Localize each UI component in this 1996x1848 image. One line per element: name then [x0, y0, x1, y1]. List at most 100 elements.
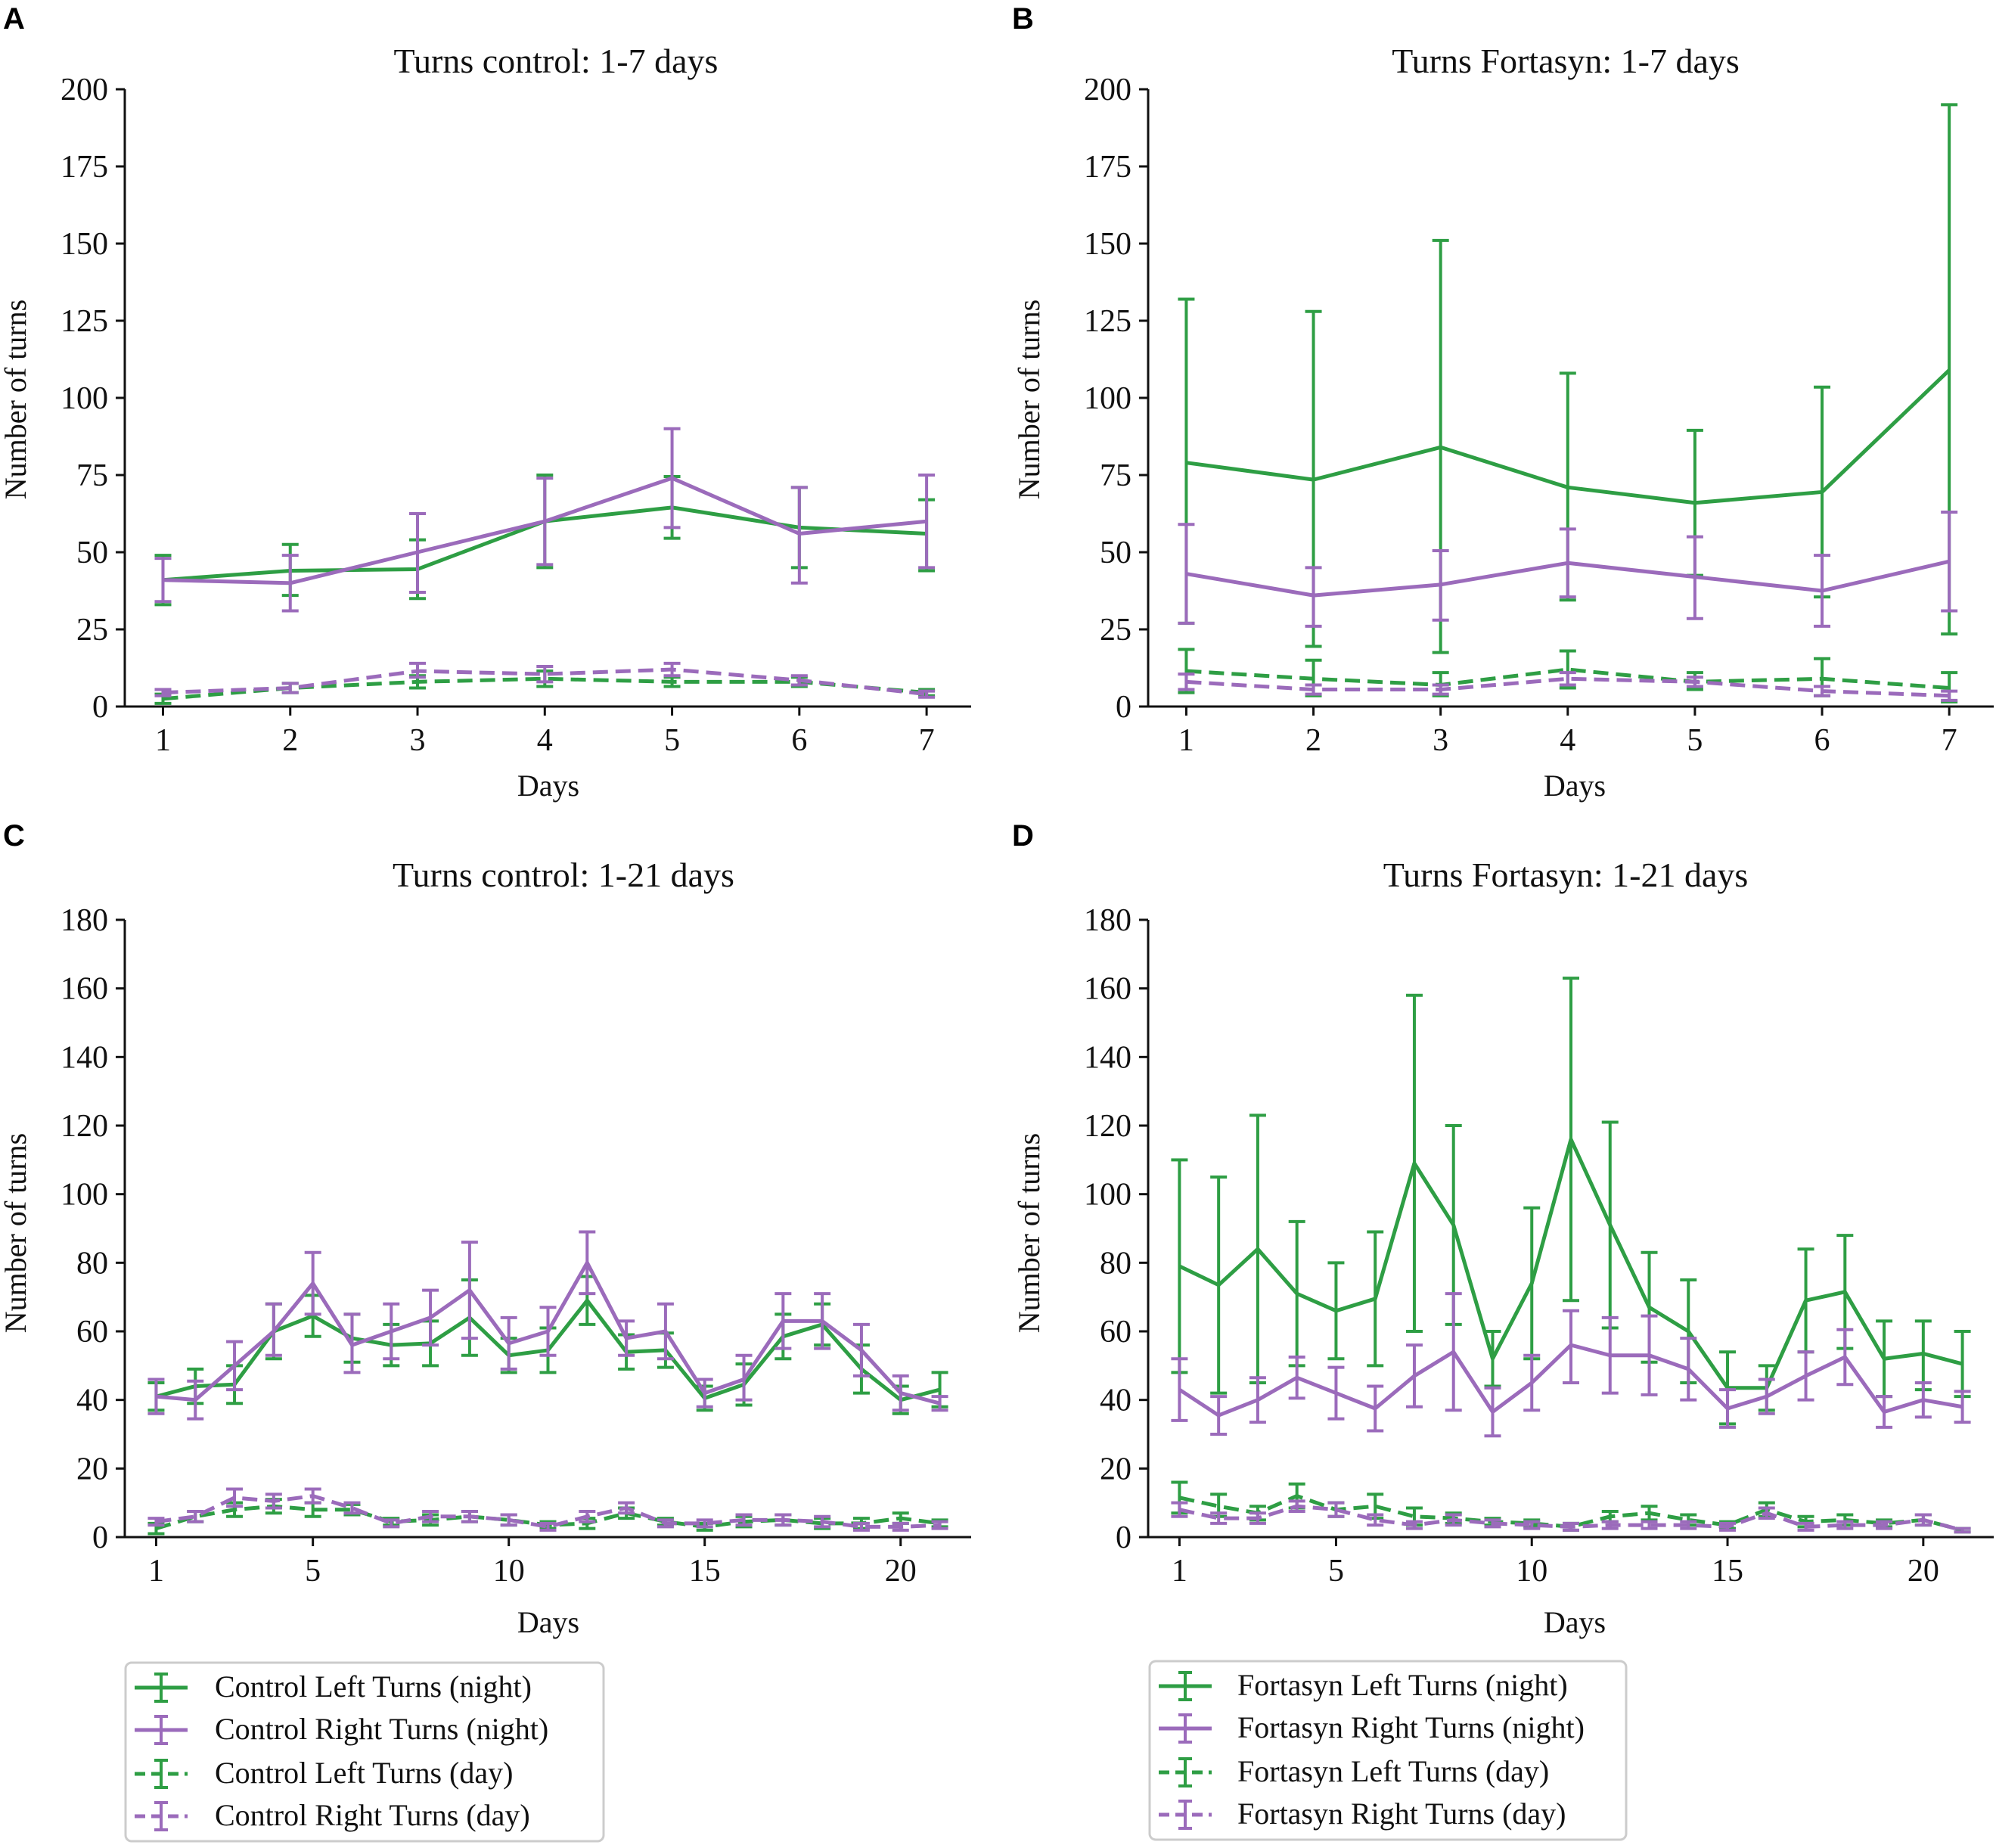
x-tick-label: 7 — [919, 723, 935, 758]
x-axis-label-a: Days — [517, 769, 579, 803]
y-tick-label: 125 — [1084, 304, 1131, 339]
panel-label-b: B — [1012, 2, 1034, 36]
chart-title-b: Turns Fortasyn: 1-7 days — [1392, 42, 1740, 80]
chart-title-d: Turns Fortasyn: 1-21 days — [1383, 856, 1749, 894]
x-axis-label-b: Days — [1544, 769, 1606, 803]
series-control-right-turns-day — [147, 1487, 948, 1532]
y-tick-label: 120 — [1084, 1109, 1131, 1144]
y-tick-label: 60 — [76, 1315, 108, 1350]
x-tick-label: 1 — [1172, 1554, 1187, 1589]
panel-a: A Turns control: 1-7 days 02550751001251… — [0, 2, 971, 803]
legend-entry-fortasyn-left-day: Fortasyn Left Turns (day) — [1237, 1754, 1549, 1788]
x-tick-label: 5 — [305, 1554, 321, 1589]
series-control-right-turns-day — [154, 661, 936, 699]
y-tick-label: 180 — [61, 903, 108, 938]
y-tick-label: 125 — [61, 304, 108, 339]
series-fortasyn-left-turns-night — [1171, 977, 1971, 1426]
series-fortasyn-right-turns-day — [1178, 671, 1958, 702]
legend-fortasyn: Fortasyn Left Turns (night) Fortasyn Rig… — [1148, 1660, 1628, 1841]
y-tick-label: 20 — [1100, 1452, 1131, 1486]
y-tick-label: 100 — [1084, 1178, 1131, 1213]
x-tick-label: 3 — [1433, 723, 1448, 758]
legend-markers — [135, 1673, 188, 1831]
x-tick-label: 4 — [537, 723, 553, 758]
plot-area-a: 0 25 50 75 100 125 150 175 200 1 2 3 4 5 6 7 — [61, 73, 971, 758]
x-tick-label: 10 — [1516, 1554, 1547, 1589]
panel-label-c: C — [3, 819, 25, 853]
series-fortasyn-right-turns-night — [1171, 1292, 1971, 1438]
x-tick-label: 1 — [155, 723, 171, 758]
y-tick-label: 75 — [76, 458, 108, 493]
panel-d: D Turns Fortasyn: 1-21 days 0 20 40 60 80 100… — [1012, 819, 1994, 1639]
panel-b: B Turns Fortasyn: 1-7 days 0255075100125… — [1012, 2, 1994, 803]
legend-control: Control Left Turns (night) Control Right… — [124, 1661, 605, 1843]
x-tick-label: 1 — [148, 1554, 164, 1589]
x-tick-label: 20 — [885, 1554, 917, 1589]
y-tick-label: 160 — [61, 972, 108, 1007]
x-tick-label: 6 — [1814, 723, 1830, 758]
y-tick-label: 60 — [1100, 1315, 1131, 1350]
y-axis-label-b: Number of turns — [1012, 300, 1046, 499]
panel-label-a: A — [3, 2, 25, 36]
x-tick-label: 3 — [410, 723, 426, 758]
y-tick-label: 200 — [1084, 73, 1131, 107]
legend-frame — [124, 1661, 605, 1843]
legend-entry-fortasyn-left-night: Fortasyn Left Turns (night) — [1237, 1668, 1568, 1702]
series-control-right-turns-night — [154, 427, 936, 613]
legend-entry-control-right-day: Control Right Turns (day) — [215, 1798, 530, 1832]
x-tick-label: 7 — [1942, 723, 1957, 758]
x-tick-label: 20 — [1908, 1554, 1939, 1589]
x-tick-label: 5 — [1328, 1554, 1344, 1589]
y-tick-label: 0 — [92, 690, 108, 725]
x-tick-label: 15 — [1712, 1554, 1743, 1589]
panel-c: C Turns control: 1-21 days 0 20 40 60 80 100 1… — [0, 819, 971, 1639]
x-axis-label-d: Days — [1544, 1605, 1606, 1639]
legend-entry-fortasyn-right-night: Fortasyn Right Turns (night) — [1237, 1710, 1585, 1744]
y-tick-label: 120 — [61, 1109, 108, 1144]
y-tick-label: 0 — [1116, 690, 1131, 725]
legend-entry-control-left-day: Control Left Turns (day) — [215, 1756, 513, 1790]
plot-area-b: 0 25 50 75 100 125 150 175 200 1 2 3 4 5 6 7 — [1084, 73, 1994, 758]
y-tick-label: 100 — [61, 381, 108, 416]
chart-title-c: Turns control: 1-21 days — [393, 856, 734, 894]
legend-entry-control-left-night: Control Left Turns (night) — [215, 1669, 532, 1704]
y-axis-label-d: Number of turns — [1012, 1133, 1046, 1333]
x-tick-label: 2 — [1305, 723, 1321, 758]
x-tick-label: 5 — [1687, 723, 1703, 758]
x-tick-label: 10 — [493, 1554, 525, 1589]
series-fortasyn-right-turns-night — [1178, 510, 1958, 628]
x-tick-label: 15 — [689, 1554, 721, 1589]
x-tick-label: 1 — [1178, 723, 1194, 758]
y-tick-label: 0 — [92, 1520, 108, 1555]
y-tick-label: 100 — [61, 1178, 108, 1213]
y-tick-label: 150 — [61, 227, 108, 262]
y-tick-label: 160 — [1084, 972, 1131, 1007]
chart-title-a: Turns control: 1-7 days — [394, 42, 719, 80]
y-tick-label: 50 — [1100, 536, 1131, 570]
x-tick-label: 6 — [791, 723, 807, 758]
y-tick-label: 140 — [1084, 1040, 1131, 1075]
x-tick-label: 2 — [282, 723, 298, 758]
series-control-right-turns-night — [147, 1230, 948, 1421]
y-tick-label: 140 — [61, 1040, 108, 1075]
legend-frame — [1148, 1660, 1628, 1841]
y-tick-label: 25 — [1100, 613, 1131, 648]
y-tick-label: 175 — [1084, 150, 1131, 185]
y-tick-label: 200 — [61, 73, 108, 107]
legend-markers — [1159, 1671, 1212, 1830]
y-tick-label: 80 — [1100, 1246, 1131, 1281]
y-tick-label: 0 — [1116, 1520, 1131, 1555]
legend-entry-fortasyn-right-day: Fortasyn Right Turns (day) — [1237, 1797, 1566, 1831]
x-tick-label: 5 — [664, 723, 680, 758]
y-axis-label-a: Number of turns — [0, 300, 33, 499]
y-tick-label: 180 — [1084, 903, 1131, 938]
y-axis-label-c: Number of turns — [0, 1133, 33, 1333]
x-axis-label-c: Days — [517, 1605, 579, 1639]
y-tick-label: 25 — [76, 613, 108, 648]
legend-entry-control-right-night: Control Right Turns (night) — [215, 1712, 548, 1746]
series-line — [156, 1494, 940, 1529]
y-tick-label: 40 — [76, 1384, 108, 1418]
